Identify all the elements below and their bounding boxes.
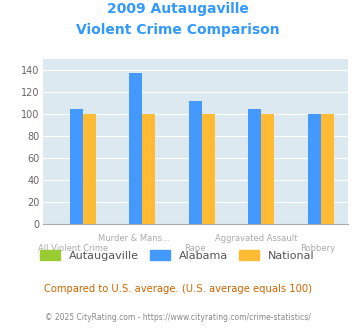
Bar xyxy=(189,101,202,224)
Text: All Violent Crime: All Violent Crime xyxy=(38,244,108,253)
Bar xyxy=(202,115,215,224)
Legend: Autaugaville, Alabama, National: Autaugaville, Alabama, National xyxy=(40,250,315,260)
Text: Violent Crime Comparison: Violent Crime Comparison xyxy=(76,23,279,37)
Text: © 2025 CityRating.com - https://www.cityrating.com/crime-statistics/: © 2025 CityRating.com - https://www.city… xyxy=(45,314,310,322)
Text: 2009 Autaugaville: 2009 Autaugaville xyxy=(106,2,248,16)
Bar xyxy=(308,115,321,224)
Text: Rape: Rape xyxy=(185,244,206,253)
Text: Murder & Mans...: Murder & Mans... xyxy=(98,234,170,243)
Bar xyxy=(83,115,96,224)
Text: Compared to U.S. average. (U.S. average equals 100): Compared to U.S. average. (U.S. average … xyxy=(44,284,311,294)
Text: Aggravated Assault: Aggravated Assault xyxy=(215,234,297,243)
Bar xyxy=(248,109,261,224)
Bar xyxy=(261,115,274,224)
Bar xyxy=(142,115,155,224)
Text: Robbery: Robbery xyxy=(300,244,335,253)
Bar xyxy=(321,115,334,224)
Bar xyxy=(70,109,83,224)
Bar xyxy=(129,73,142,224)
